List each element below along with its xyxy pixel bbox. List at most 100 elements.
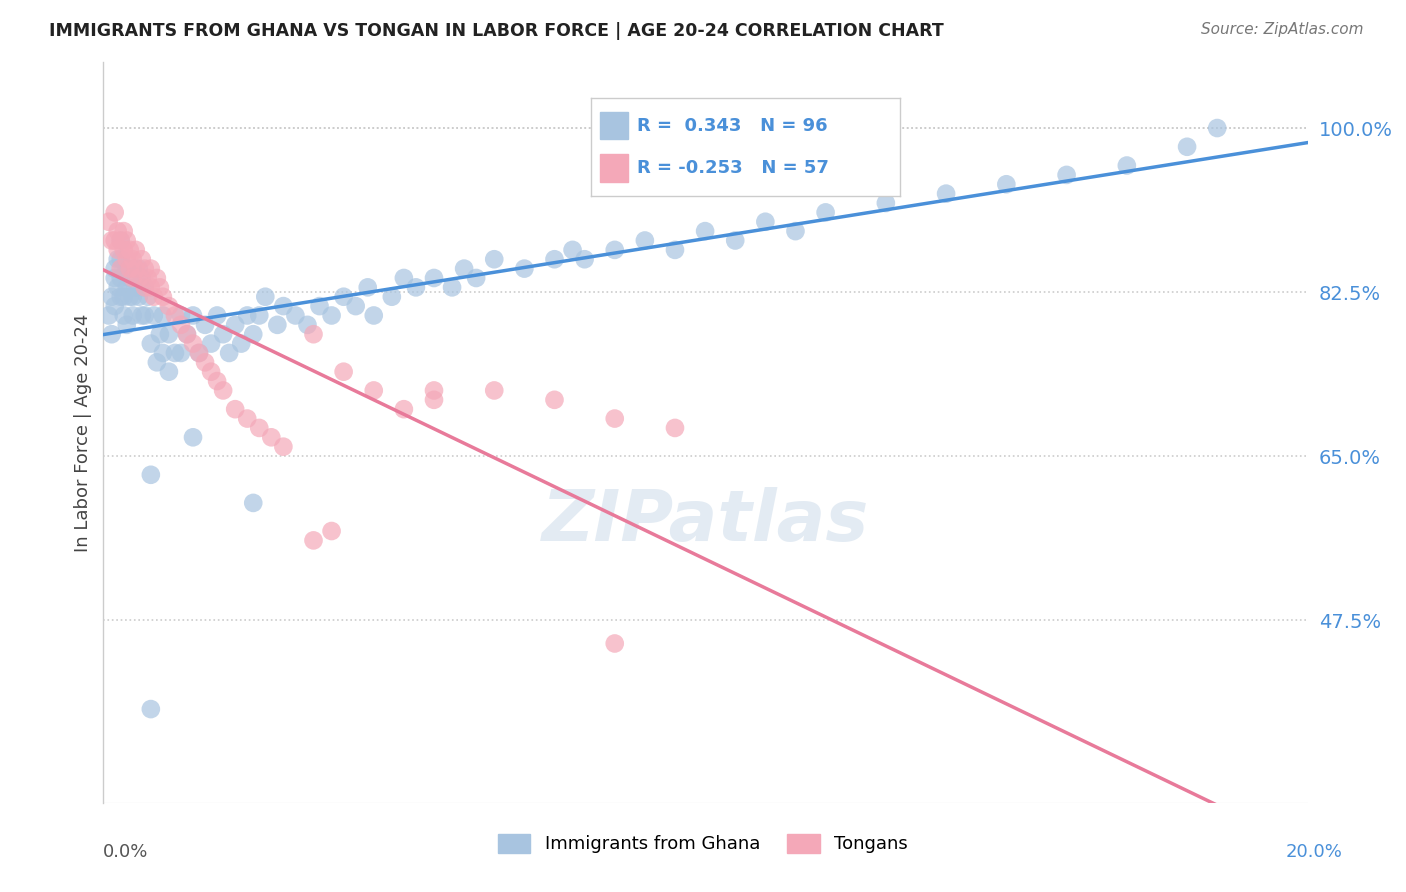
- Point: [128, 271, 150, 285]
- Point: [131, 309, 153, 323]
- Point: [110, 290, 132, 304]
- Point: [121, 290, 143, 304]
- Text: 20.0%: 20.0%: [1286, 843, 1343, 861]
- Point: [603, 411, 626, 425]
- Point: [125, 261, 148, 276]
- Point: [112, 290, 135, 304]
- Point: [332, 365, 354, 379]
- Point: [247, 421, 270, 435]
- Point: [381, 290, 404, 304]
- Point: [152, 290, 174, 304]
- Point: [163, 309, 186, 323]
- Y-axis label: In Labor Force | Age 20-24: In Labor Force | Age 20-24: [73, 313, 91, 552]
- Point: [104, 234, 127, 248]
- Point: [104, 205, 127, 219]
- Point: [363, 384, 385, 398]
- Point: [136, 271, 159, 285]
- Text: R =  0.343   N = 96: R = 0.343 N = 96: [637, 117, 828, 135]
- Point: [247, 309, 270, 323]
- Point: [128, 261, 150, 276]
- Point: [242, 496, 264, 510]
- Point: [170, 346, 193, 360]
- Point: [104, 299, 127, 313]
- Text: IMMIGRANTS FROM GHANA VS TONGAN IN LABOR FORCE | AGE 20-24 CORRELATION CHART: IMMIGRANTS FROM GHANA VS TONGAN IN LABOR…: [49, 22, 943, 40]
- Point: [321, 524, 343, 538]
- Point: [392, 271, 415, 285]
- Point: [332, 290, 354, 304]
- Point: [266, 318, 288, 332]
- Point: [110, 252, 132, 267]
- Point: [194, 355, 217, 369]
- Point: [112, 224, 135, 238]
- Point: [363, 309, 385, 323]
- Point: [254, 290, 277, 304]
- Point: [121, 252, 143, 267]
- Point: [181, 309, 204, 323]
- Point: [97, 215, 120, 229]
- Point: [118, 271, 141, 285]
- Point: [297, 318, 319, 332]
- Point: [121, 261, 143, 276]
- Point: [110, 271, 132, 285]
- Point: [995, 178, 1018, 192]
- Point: [118, 290, 141, 304]
- Point: [357, 280, 380, 294]
- Point: [405, 280, 427, 294]
- Point: [112, 309, 135, 323]
- Point: [603, 636, 626, 650]
- Point: [163, 346, 186, 360]
- Point: [149, 280, 172, 294]
- Point: [146, 355, 169, 369]
- Point: [1175, 140, 1198, 154]
- Point: [194, 318, 217, 332]
- Point: [724, 234, 747, 248]
- Point: [134, 280, 156, 294]
- Text: ZIPatlas: ZIPatlas: [541, 487, 869, 556]
- Point: [543, 392, 565, 407]
- Point: [513, 261, 536, 276]
- Point: [423, 384, 446, 398]
- Point: [664, 243, 686, 257]
- Point: [302, 533, 325, 548]
- Point: [423, 271, 446, 285]
- Point: [465, 271, 488, 285]
- Point: [104, 261, 127, 276]
- Point: [634, 234, 657, 248]
- Point: [875, 196, 897, 211]
- Point: [134, 261, 156, 276]
- Point: [139, 261, 162, 276]
- Point: [441, 280, 464, 294]
- Point: [146, 271, 169, 285]
- Point: [1056, 168, 1078, 182]
- Point: [107, 224, 129, 238]
- Bar: [600, 112, 627, 139]
- Point: [104, 271, 127, 285]
- Point: [176, 327, 198, 342]
- Point: [188, 346, 211, 360]
- Point: [574, 252, 596, 267]
- Point: [152, 309, 174, 323]
- Point: [142, 309, 165, 323]
- Point: [273, 440, 295, 454]
- Point: [121, 271, 143, 285]
- Point: [200, 365, 222, 379]
- Point: [664, 421, 686, 435]
- Point: [308, 299, 330, 313]
- Point: [754, 215, 776, 229]
- Point: [139, 336, 162, 351]
- Point: [149, 327, 172, 342]
- Point: [543, 252, 565, 267]
- Point: [142, 290, 165, 304]
- Point: [131, 271, 153, 285]
- Point: [115, 318, 138, 332]
- Point: [603, 243, 626, 257]
- Point: [97, 309, 120, 323]
- Point: [115, 280, 138, 294]
- Point: [134, 280, 156, 294]
- Point: [118, 243, 141, 257]
- Point: [170, 318, 193, 332]
- Point: [218, 346, 240, 360]
- Point: [284, 309, 307, 323]
- Point: [136, 290, 159, 304]
- Point: [423, 392, 446, 407]
